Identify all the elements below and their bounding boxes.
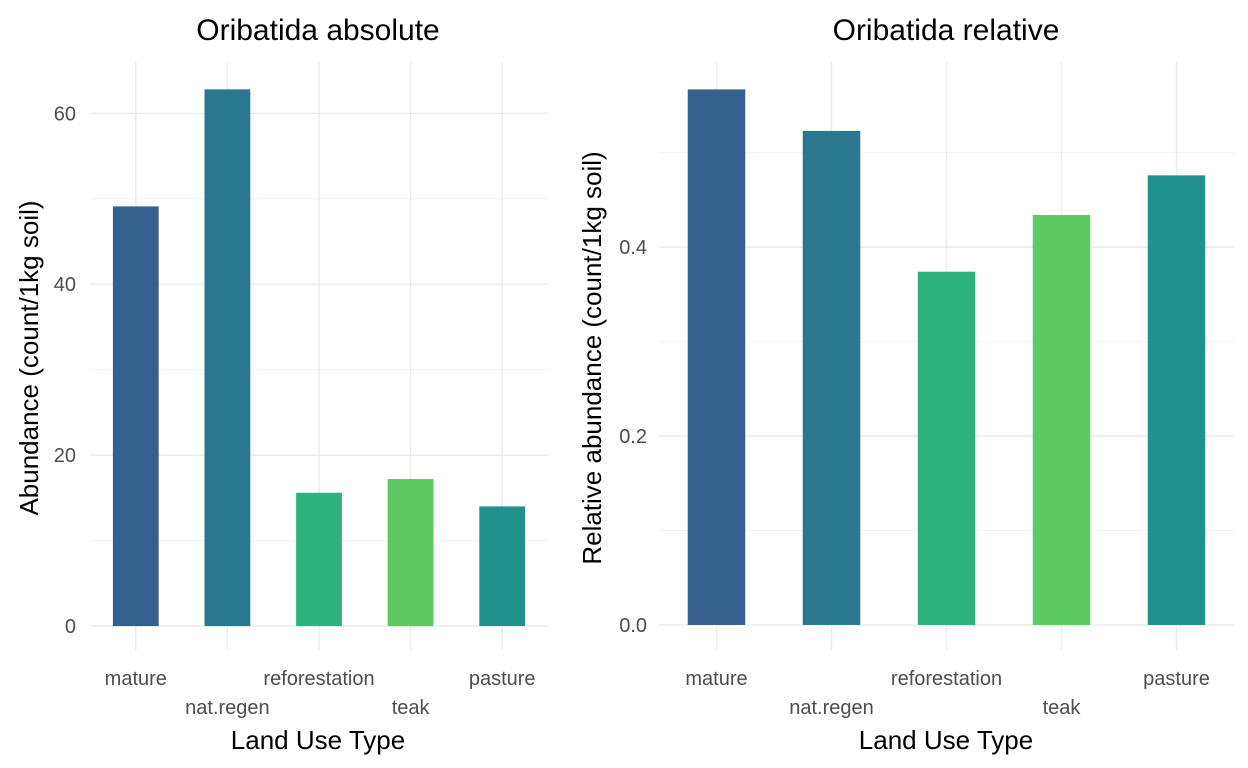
x-tick-label: nat.regen <box>789 697 874 719</box>
bar-reforestation <box>296 492 342 627</box>
bars <box>112 89 526 627</box>
x-axis-title: Land Use Type <box>859 725 1033 755</box>
bar-pasture <box>479 506 526 627</box>
bar-teak <box>1032 215 1091 625</box>
bar-mature <box>112 206 159 627</box>
x-tick-label: nat.regen <box>185 697 270 719</box>
y-tick-label: 0.0 <box>619 615 647 637</box>
y-tick-labels: 0 20 40 60 <box>54 103 76 638</box>
y-axis-title: Abundance (count/1kg soil) <box>14 200 44 515</box>
y-tick-label: 40 <box>54 274 76 296</box>
x-tick-labels: mature nat.regen reforestation teak pasture <box>685 668 1209 719</box>
x-tick-label: teak <box>1043 697 1082 719</box>
bar-pasture <box>1147 175 1206 625</box>
y-tick-label: 0.4 <box>619 237 647 259</box>
panel-oribatida-relative: Oribatida relative 0.0 0.2 0.4 mature nat.r… <box>577 14 1234 755</box>
y-tick-label: 0 <box>65 616 76 638</box>
y-tick-label: 60 <box>54 103 76 125</box>
bar-mature <box>687 89 746 625</box>
bar-teak <box>387 479 434 627</box>
x-tick-label: reforestation <box>263 668 374 690</box>
x-tick-label: teak <box>392 697 431 719</box>
x-tick-labels: mature nat.regen reforestation teak pasture <box>105 668 536 719</box>
x-tick-label: mature <box>105 668 167 690</box>
y-tick-labels: 0.0 0.2 0.4 <box>619 237 647 637</box>
bar-reforestation <box>917 271 976 625</box>
x-tick-label: mature <box>685 668 747 690</box>
bar-nat-regen <box>204 89 251 627</box>
x-tick-label: reforestation <box>891 668 1002 690</box>
x-tick-label: pasture <box>1143 668 1210 690</box>
bar-nat-regen <box>802 130 861 625</box>
x-axis-title: Land Use Type <box>231 725 405 755</box>
bars <box>687 89 1206 625</box>
panel-oribatida-absolute: Oribatida absolute 0 20 40 60 mature nat.reg… <box>14 14 548 755</box>
y-tick-label: 20 <box>54 445 76 467</box>
y-axis-title: Relative abundance (count/1kg soil) <box>577 151 607 564</box>
chart-title: Oribatida relative <box>833 14 1060 47</box>
chart-title: Oribatida absolute <box>196 14 440 47</box>
y-tick-label: 0.2 <box>619 426 647 448</box>
x-tick-label: pasture <box>469 668 536 690</box>
